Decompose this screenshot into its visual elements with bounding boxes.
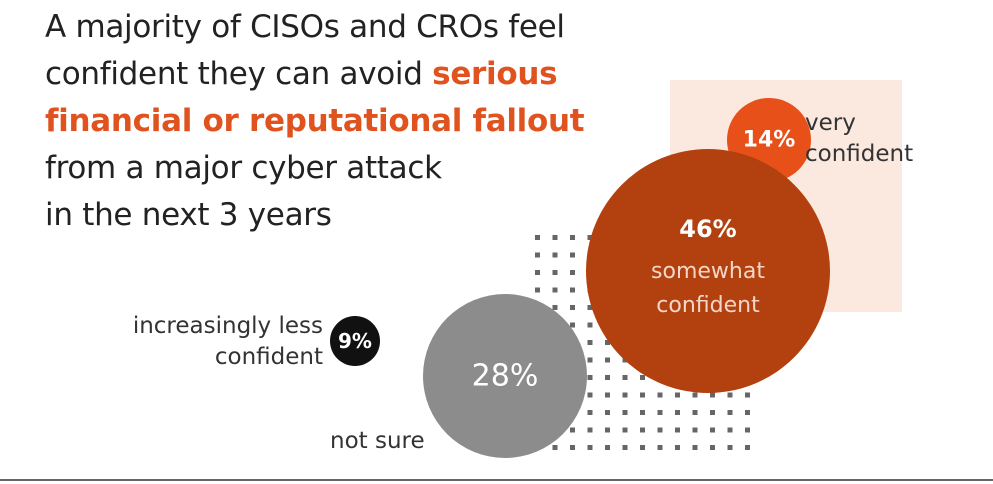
dot (605, 410, 610, 415)
dot (640, 410, 645, 415)
dot (622, 427, 628, 433)
category-label: not sure (330, 428, 425, 454)
dot (535, 270, 540, 275)
title-line: A majority of CISOs and CROs feel (45, 4, 584, 51)
dot (570, 252, 575, 258)
dot (727, 445, 733, 450)
title-line: financial or reputational fallout (45, 98, 585, 145)
dot (587, 392, 593, 398)
dot (640, 392, 645, 398)
dot (552, 445, 558, 450)
dot (727, 410, 733, 415)
dot (622, 392, 628, 398)
dot (552, 252, 558, 258)
dot (605, 392, 610, 398)
bubble (586, 149, 830, 393)
dot (605, 340, 610, 345)
title-line: confident they can avoid serious (45, 51, 584, 98)
dot (692, 445, 698, 450)
dot (605, 375, 610, 380)
dot (727, 392, 733, 398)
dot (605, 357, 610, 363)
dot (570, 322, 575, 328)
category-label: somewhat confident (651, 259, 765, 318)
value-label: 14% (743, 128, 796, 153)
dot (692, 427, 698, 433)
dot (605, 445, 610, 450)
dot (692, 392, 698, 398)
dot (552, 305, 558, 310)
dot (605, 427, 610, 433)
dot (657, 392, 663, 398)
title-line: from a major cyber attack (45, 145, 584, 192)
dot (745, 445, 750, 450)
dot (570, 445, 575, 450)
value-label: 46% (679, 215, 736, 243)
chart-title: A majority of CISOs and CROs feel confide… (45, 4, 585, 239)
dot (587, 305, 593, 310)
dot (552, 235, 558, 240)
dot (587, 340, 593, 345)
dot (570, 305, 575, 310)
dot (675, 427, 680, 433)
dot (570, 287, 575, 293)
dot (552, 270, 558, 275)
title-text: A majority of CISOs and CROs feel (45, 9, 565, 45)
category-label: increasingly less confident (132, 313, 323, 370)
dot (552, 287, 558, 293)
dot (535, 287, 540, 293)
dot (587, 322, 593, 328)
title-text: from a major cyber attack (45, 150, 442, 186)
dot (657, 445, 663, 450)
dot (692, 410, 698, 415)
dot (622, 375, 628, 380)
dot (570, 235, 575, 240)
dot (535, 252, 540, 258)
dot (657, 427, 663, 433)
dot (657, 410, 663, 415)
dot (745, 427, 750, 433)
dot (710, 392, 715, 398)
dot (587, 375, 593, 380)
dot (675, 410, 680, 415)
dot (745, 410, 750, 415)
dot (622, 410, 628, 415)
dot (710, 410, 715, 415)
dot (675, 392, 680, 398)
title-text: in the next 3 years (45, 197, 332, 233)
bubble (423, 294, 587, 458)
value-label: 9% (338, 329, 372, 353)
dot (587, 427, 593, 433)
category-label: very confident (805, 110, 914, 167)
title-text: confident they can avoid (45, 56, 433, 92)
dot (640, 427, 645, 433)
dot (710, 445, 715, 450)
title-line: in the next 3 years (45, 192, 584, 239)
dot (640, 375, 645, 380)
dot (570, 427, 575, 433)
dot (535, 235, 540, 240)
dot (587, 410, 593, 415)
dot (727, 427, 733, 433)
dot (570, 270, 575, 275)
title-highlight: serious (432, 56, 558, 92)
dot (745, 392, 750, 398)
title-highlight: financial or reputational fallout (45, 103, 585, 139)
dot (587, 357, 593, 363)
dot (587, 445, 593, 450)
value-label: 28% (472, 359, 539, 394)
dot (622, 445, 628, 450)
dot (640, 445, 645, 450)
dot (675, 445, 680, 450)
dot (587, 235, 593, 240)
bubble (330, 316, 380, 366)
dot (710, 427, 715, 433)
